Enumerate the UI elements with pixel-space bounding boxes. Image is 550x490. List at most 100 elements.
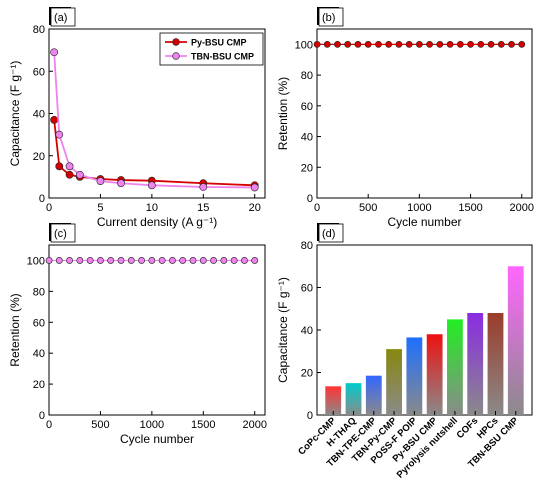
data-point — [138, 257, 145, 264]
y-tick-label: 80 — [33, 286, 45, 298]
data-point — [55, 162, 64, 171]
data-point — [467, 40, 474, 48]
data-point — [241, 257, 248, 264]
y-tick-label: 0 — [39, 410, 45, 422]
data-point — [199, 257, 207, 264]
x-tick-label: 500 — [359, 202, 377, 214]
plot-frame — [316, 28, 533, 199]
data-point — [117, 257, 125, 264]
x-tick-label: 20 — [249, 202, 261, 214]
data-point — [477, 40, 485, 48]
x-tick-label: 500 — [91, 419, 109, 431]
x-axis-title: Current density (A g⁻¹) — [97, 215, 217, 229]
data-point — [334, 40, 341, 48]
data-point — [65, 162, 74, 171]
bar — [325, 386, 342, 415]
data-point — [97, 257, 104, 264]
data-point — [446, 40, 454, 48]
data-point — [497, 40, 505, 48]
y-tick-label: 20 — [301, 368, 313, 380]
legend-marker — [172, 38, 180, 46]
bar — [406, 337, 423, 415]
data-point — [395, 40, 403, 48]
plot-frame — [48, 244, 266, 416]
data-point — [55, 257, 63, 264]
y-axis-title: Capacitance (F g⁻¹) — [8, 61, 22, 167]
data-point — [127, 257, 135, 264]
data-point — [169, 257, 176, 264]
y-tick-label: 80 — [301, 70, 313, 82]
panel-a: (a) 0 20 40 60 80 Capacitance (F g⁻¹) 0 5 10 15 20 C… — [8, 7, 266, 229]
data-point — [158, 257, 166, 264]
bar — [365, 375, 382, 415]
panel-label: (b) — [322, 12, 335, 24]
data-point — [148, 257, 156, 264]
data-point — [75, 170, 84, 179]
bar — [386, 349, 402, 415]
data-point — [210, 257, 217, 264]
panel-label: (d) — [322, 228, 335, 240]
y-tick-label: 60 — [33, 66, 45, 78]
data-point — [518, 40, 526, 48]
x-tick-label: 0 — [314, 202, 320, 214]
data-point — [179, 257, 187, 264]
data-point — [375, 40, 382, 48]
bar — [345, 383, 362, 415]
data-point — [65, 170, 74, 179]
data-point — [230, 257, 238, 264]
panel-b: (b) 0 20 40 60 80 100 Retention (%) 0 500 1000 1500… — [276, 7, 534, 229]
data-point — [344, 40, 352, 48]
y-tick-label: 20 — [33, 379, 45, 391]
x-tick-label: 2000 — [242, 419, 266, 431]
data-point — [364, 40, 372, 48]
bar — [487, 313, 504, 415]
x-axis-title: Cycle number — [120, 432, 194, 446]
x-tick-label: 5 — [97, 202, 103, 214]
data-point — [50, 48, 59, 57]
data-point — [55, 130, 64, 139]
bar — [507, 266, 524, 415]
legend-label: TBN-BSU CMP — [191, 52, 254, 62]
data-point — [250, 183, 259, 192]
panel-label: (a) — [54, 12, 67, 24]
panel-label-box — [50, 7, 76, 27]
y-tick-label: 0 — [307, 193, 313, 205]
y-tick-label: 0 — [307, 410, 313, 422]
legend-label: Py-BSU CMP — [191, 38, 247, 48]
y-tick-label: 40 — [301, 325, 313, 337]
data-point — [323, 40, 331, 48]
bar — [426, 334, 443, 415]
data-point — [86, 257, 94, 264]
data-point — [76, 257, 84, 264]
series-line — [53, 52, 255, 189]
y-tick-label: 80 — [301, 240, 313, 252]
data-point — [436, 40, 444, 48]
legend-marker — [172, 52, 180, 60]
x-tick-label: 1000 — [140, 419, 164, 431]
data-point — [96, 177, 105, 185]
x-axis-title: Cycle number — [387, 215, 461, 229]
x-tick-label: 10 — [146, 202, 158, 214]
panel-label-box — [50, 223, 76, 243]
data-point — [45, 257, 53, 264]
data-point — [147, 181, 156, 190]
y-tick-label: 80 — [33, 24, 45, 36]
bar — [467, 313, 484, 415]
data-point — [405, 40, 413, 48]
y-tick-label: 20 — [301, 162, 313, 174]
data-point — [354, 40, 362, 48]
data-point — [385, 40, 393, 48]
panel-label: (c) — [54, 228, 67, 240]
y-axis-title: Retention (%) — [8, 293, 22, 366]
data-point — [508, 40, 515, 48]
data-point — [107, 257, 115, 264]
panel-c: (c) 0 20 40 60 80 100 Retention (%) 0 500 1000 1500… — [8, 223, 267, 446]
data-point — [199, 183, 208, 191]
panel-label-box — [318, 223, 344, 243]
data-point — [66, 257, 73, 264]
data-point — [189, 257, 197, 264]
data-point — [487, 40, 495, 48]
